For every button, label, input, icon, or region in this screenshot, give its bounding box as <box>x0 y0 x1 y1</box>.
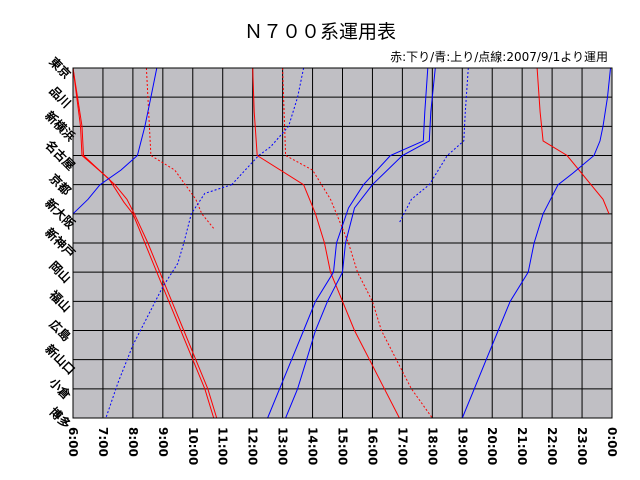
station-label: 岡山 <box>47 258 75 286</box>
time-tick-label: 14:00 <box>306 427 320 465</box>
time-tick-label: 18:00 <box>425 427 439 465</box>
station-label: 品川 <box>47 84 74 111</box>
series-line-down-1 <box>72 67 218 419</box>
grid-lines <box>73 68 612 418</box>
series-line-up-13 <box>461 67 611 419</box>
time-tick-label: 20:00 <box>485 427 499 465</box>
time-tick-label: 0:00 <box>605 427 619 457</box>
series-line-down-6 <box>252 67 400 419</box>
time-tick-label: 21:00 <box>515 427 529 465</box>
time-tick-label: 9:00 <box>156 427 170 457</box>
time-tick-label: 22:00 <box>545 427 559 465</box>
station-label: 京都 <box>47 171 75 199</box>
series-line-up-4 <box>72 67 158 215</box>
time-tick-label: 17:00 <box>395 427 409 465</box>
time-tick-label: 11:00 <box>216 427 230 465</box>
time-tick-label: 10:00 <box>186 427 200 465</box>
station-label: 小倉 <box>47 375 75 403</box>
series-line-up-11 <box>398 67 469 223</box>
station-label: 福山 <box>46 286 74 314</box>
series-line-up-8 <box>231 67 305 186</box>
time-tick-label: 12:00 <box>246 427 260 465</box>
chart-title: Ｎ７００系運用表 <box>244 21 396 43</box>
time-tick-label: 8:00 <box>126 427 140 457</box>
time-tick-label: 13:00 <box>276 427 290 465</box>
station-label: 東京 <box>47 54 75 82</box>
time-tick-label: 7:00 <box>96 427 110 457</box>
series-line-up-9 <box>285 67 436 419</box>
time-tick-label: 19:00 <box>455 427 469 465</box>
chart-subtitle: 赤:下り/青:上り/点線:2007/9/1より運用 <box>390 49 608 64</box>
chart-title-group: Ｎ７００系運用表 <box>244 21 396 43</box>
series-layer <box>72 67 611 419</box>
plot-border <box>72 67 613 419</box>
chart-subtitle-group: 赤:下り/青:上り/点線:2007/9/1より運用 <box>390 49 608 64</box>
series-line-down-2 <box>72 67 215 419</box>
series-line-down-12 <box>536 67 610 214</box>
time-tick-label: 23:00 <box>575 427 589 465</box>
station-label: 広島 <box>47 316 75 344</box>
time-tick-label: 15:00 <box>336 427 350 465</box>
time-tick-label: 6:00 <box>66 427 80 457</box>
series-line-up-10 <box>267 67 429 419</box>
series-line-up-5 <box>105 184 232 419</box>
time-tick-labels: 6:00 7:00 8:00 9:00 10:00 11:00 12:00 13:00 14:0… <box>66 427 619 465</box>
time-tick-label: 16:00 <box>365 427 379 465</box>
